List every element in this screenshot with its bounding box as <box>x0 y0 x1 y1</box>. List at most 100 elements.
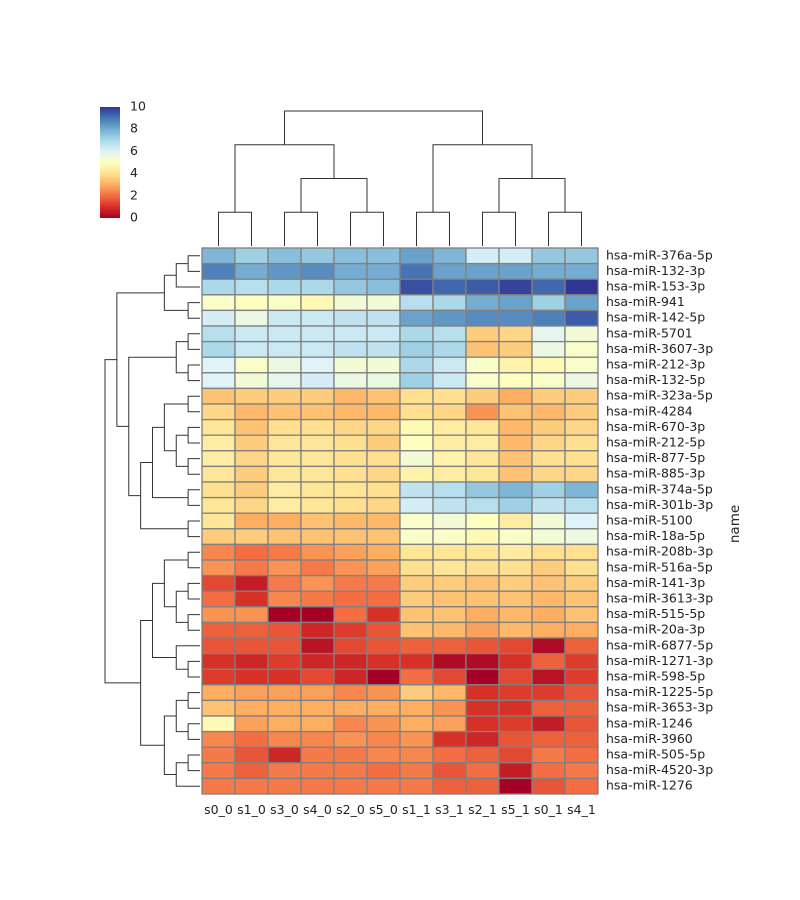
heatmap-cell <box>531 668 566 686</box>
heatmap-cell <box>399 684 434 702</box>
column-label: s5_0 <box>369 802 398 817</box>
heatmap-cell <box>399 637 434 655</box>
heatmap-cell <box>366 637 401 655</box>
heatmap-cell <box>234 387 269 405</box>
heatmap-cell <box>564 715 599 733</box>
heatmap-cell <box>333 528 368 546</box>
heatmap-cell <box>201 340 236 358</box>
heatmap-cell <box>432 262 467 280</box>
heatmap-cell <box>201 262 236 280</box>
heatmap-cell <box>531 450 566 468</box>
heatmap-cell <box>300 278 335 296</box>
heatmap-cell <box>531 543 566 561</box>
heatmap-cell <box>465 637 500 655</box>
heatmap-cell <box>333 746 368 764</box>
row-label: hsa-miR-4284 <box>606 403 693 418</box>
heatmap-cell <box>234 294 269 312</box>
colorbar: 0 2 4 6 8 10 <box>100 99 146 225</box>
heatmap-cell <box>234 528 269 546</box>
column-tick-labels: s0_0 s1_0 s3_0 s4_0 s2_0 s5_0 s1_1 s3_1 s2_1 s5_1… <box>204 802 596 817</box>
heatmap-cell <box>300 684 335 702</box>
row-label: hsa-miR-516a-5p <box>606 559 713 574</box>
heatmap-cell <box>300 496 335 514</box>
heatmap-cell <box>531 637 566 655</box>
heatmap-cell <box>300 262 335 280</box>
heatmap-cell <box>366 762 401 780</box>
heatmap-cell <box>201 762 236 780</box>
heatmap-cell <box>300 340 335 358</box>
heatmap-cell <box>267 699 302 717</box>
dendrogram-link <box>187 723 200 740</box>
heatmap-cell <box>300 652 335 670</box>
heatmap-cell <box>399 372 434 390</box>
heatmap-cell <box>201 450 236 468</box>
dendrogram-link <box>187 302 200 319</box>
row-label: hsa-miR-141-3p <box>606 575 705 590</box>
heatmap-cell <box>333 637 368 655</box>
dendrogram-link <box>187 255 200 272</box>
heatmap-cell <box>399 668 434 686</box>
heatmap-cell <box>366 512 401 530</box>
heatmap-cell <box>399 418 434 436</box>
heatmap-cell <box>432 528 467 546</box>
heatmap-cell <box>300 559 335 577</box>
heatmap-cell <box>564 590 599 608</box>
heatmap-cell <box>333 699 368 717</box>
row-label: hsa-miR-1225-5p <box>606 684 713 699</box>
heatmap-cell <box>234 668 269 686</box>
heatmap-cell <box>234 356 269 374</box>
heatmap-cell <box>267 481 302 499</box>
heatmap-cell <box>234 590 269 608</box>
heatmap-cell <box>300 621 335 639</box>
dendrogram-link <box>284 211 318 246</box>
column-label: s1_0 <box>237 802 266 817</box>
heatmap-cell <box>267 496 302 514</box>
heatmap-cell <box>333 403 368 421</box>
row-label: hsa-miR-5701 <box>606 325 693 340</box>
heatmap-cell <box>267 325 302 343</box>
heatmap-cell <box>366 528 401 546</box>
heatmap-cell <box>366 543 401 561</box>
heatmap-cell <box>201 418 236 436</box>
heatmap-cell <box>201 512 236 530</box>
heatmap-cell <box>498 278 533 296</box>
row-label: hsa-miR-5100 <box>606 513 693 528</box>
heatmap-cell <box>366 325 401 343</box>
heatmap-cell <box>531 247 566 265</box>
heatmap-cell <box>300 372 335 390</box>
heatmap-cell <box>531 574 566 592</box>
dendrogram-link <box>498 178 566 213</box>
heatmap-cell <box>267 372 302 390</box>
heatmap-cell <box>267 356 302 374</box>
dendrogram-link <box>116 292 165 427</box>
heatmap-cell <box>465 684 500 702</box>
heatmap-cell <box>498 434 533 452</box>
heatmap-cell <box>366 418 401 436</box>
heatmap-cell <box>531 621 566 639</box>
heatmap-cell <box>564 418 599 436</box>
heatmap-cell <box>333 668 368 686</box>
heatmap-cell <box>531 559 566 577</box>
heatmap-cell <box>399 777 434 795</box>
row-label: hsa-miR-153-3p <box>606 279 705 294</box>
heatmap-cell <box>432 543 467 561</box>
column-label: s3_0 <box>270 802 299 817</box>
heatmap-cell <box>366 465 401 483</box>
dendrogram-link <box>548 211 582 246</box>
heatmap-cell <box>432 777 467 795</box>
heatmap-cell <box>300 777 335 795</box>
heatmap-cell <box>432 387 467 405</box>
heatmap-cell <box>333 684 368 702</box>
dendrogram-link <box>175 341 189 374</box>
heatmap-cell <box>366 309 401 327</box>
heatmap-cell <box>399 606 434 624</box>
dendrogram-link <box>175 590 189 623</box>
heatmap-cell <box>201 559 236 577</box>
heatmap-cell <box>366 450 401 468</box>
heatmap-cell <box>333 606 368 624</box>
heatmap-cell <box>234 699 269 717</box>
column-label: s4_0 <box>303 802 332 817</box>
colorbar-tick-label: 10 <box>130 99 146 114</box>
heatmap-cell <box>465 309 500 327</box>
dendrogram-link <box>163 715 177 775</box>
